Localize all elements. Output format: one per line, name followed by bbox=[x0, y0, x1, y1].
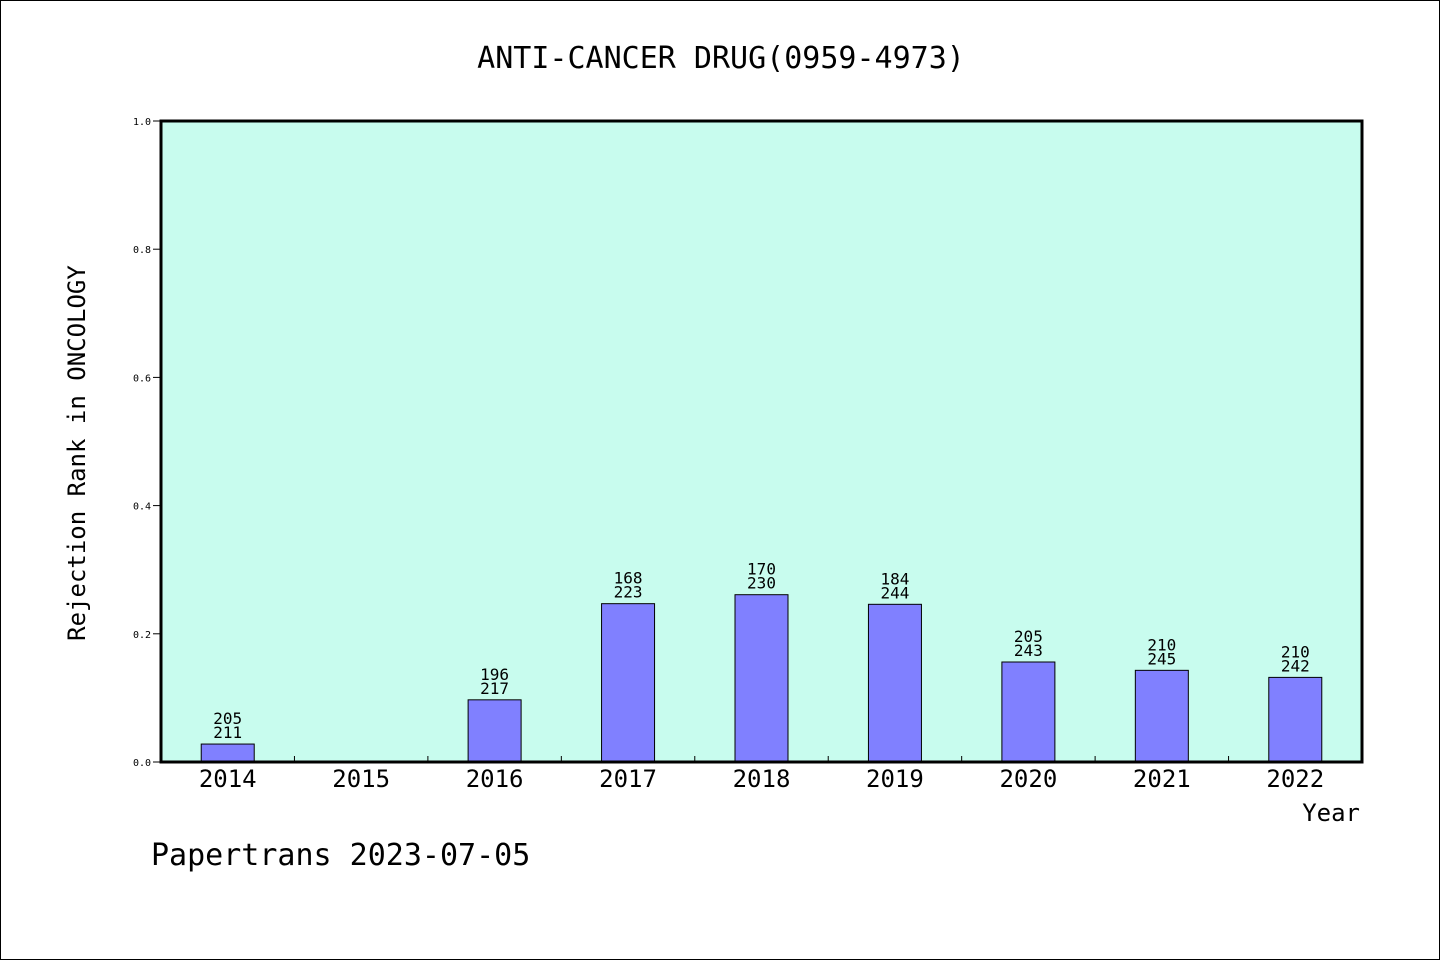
x-tick-label: 2021 bbox=[1133, 765, 1191, 793]
bar-label-bottom: 211 bbox=[213, 723, 242, 742]
bar-label-top: 210 bbox=[1281, 642, 1310, 661]
bar-label-top: 196 bbox=[480, 665, 509, 684]
y-tick-label: 1.0 bbox=[133, 117, 151, 128]
footer-watermark: Papertrans 2023-07-05 bbox=[151, 838, 530, 873]
bar-2014 bbox=[200, 743, 255, 763]
bar-label-top: 205 bbox=[213, 709, 242, 728]
y-ticks-layer: 0.0 0.2 0.4 0.6 0.8 1.0 bbox=[133, 117, 161, 769]
bars-layer bbox=[200, 594, 1323, 763]
y-tick-label: 0.8 bbox=[133, 245, 151, 256]
x-tick-label: 2016 bbox=[466, 765, 524, 793]
y-tick-label: 0.0 bbox=[133, 758, 151, 769]
bar-label-bottom: 230 bbox=[747, 574, 776, 593]
bar-2016 bbox=[467, 699, 522, 763]
bar-label-top: 210 bbox=[1147, 635, 1176, 654]
x-tick-label: 2014 bbox=[199, 765, 257, 793]
y-tick-label: 0.2 bbox=[133, 630, 151, 641]
x-tick-label: 2015 bbox=[332, 765, 390, 793]
bar-label-bottom: 223 bbox=[614, 583, 643, 602]
bar-label-top: 170 bbox=[747, 560, 776, 579]
x-tick-label: 2017 bbox=[599, 765, 657, 793]
y-tick-label: 0.4 bbox=[133, 502, 151, 513]
bar-2020 bbox=[1001, 661, 1056, 763]
x-tick-label: 2019 bbox=[866, 765, 924, 793]
x-ticks-layer: 2014 2015 2016 2017 2018 2019 2020 2021 2022 bbox=[199, 756, 1324, 793]
x-tick-label: 2018 bbox=[733, 765, 791, 793]
bar-label-top: 184 bbox=[880, 569, 909, 588]
bar-2017 bbox=[601, 603, 656, 763]
y-axis-label: Rejection Rank in ONCOLOGY bbox=[63, 265, 91, 641]
y-tick-label: 0.6 bbox=[133, 373, 151, 384]
bar-2022 bbox=[1268, 676, 1323, 763]
bar-label-bottom: 217 bbox=[480, 679, 509, 698]
x-tick-label: 2020 bbox=[999, 765, 1057, 793]
bar-label-top: 205 bbox=[1014, 627, 1043, 646]
bar-2018 bbox=[734, 594, 789, 763]
bar-label-bottom: 244 bbox=[880, 583, 909, 602]
x-tick-label: 2022 bbox=[1266, 765, 1324, 793]
chart-title: ANTI-CANCER DRUG(0959-4973) bbox=[477, 41, 965, 76]
bar-label-bottom: 243 bbox=[1014, 641, 1043, 660]
bar-label-top: 168 bbox=[614, 569, 643, 588]
bar-2019 bbox=[867, 603, 922, 763]
bar-label-bottom: 242 bbox=[1281, 656, 1310, 675]
bar-label-bottom: 245 bbox=[1147, 649, 1176, 668]
plot-border bbox=[159, 119, 1364, 764]
bar-2021 bbox=[1134, 669, 1189, 763]
x-axis-label: Year bbox=[1302, 799, 1360, 827]
